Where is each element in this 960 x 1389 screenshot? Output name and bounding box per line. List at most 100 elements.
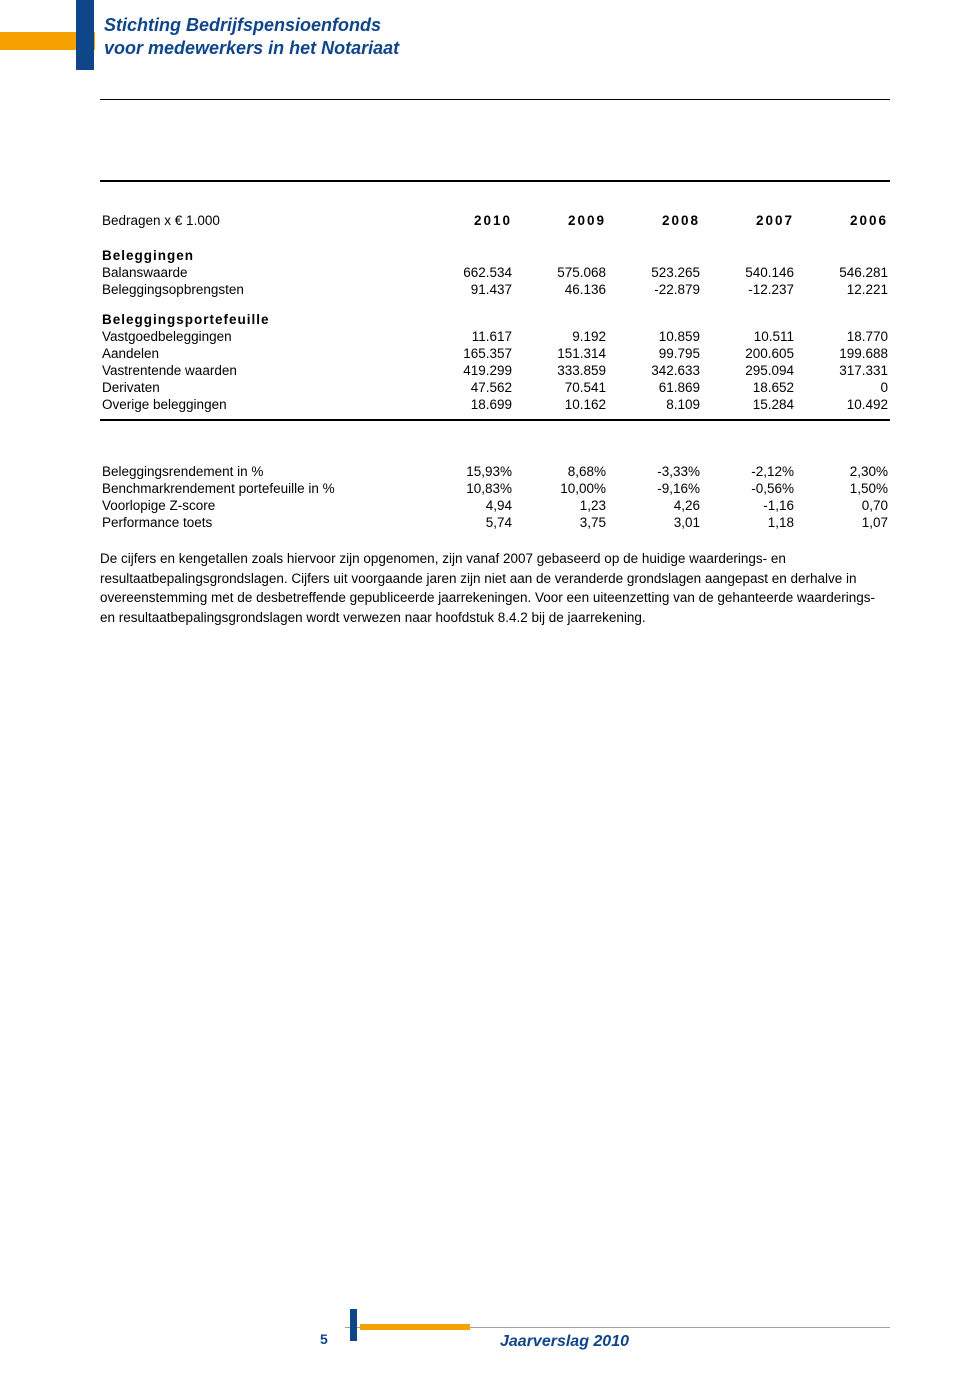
table-row: Vastrentende waarden 419.299 333.859 342… bbox=[100, 362, 890, 379]
row-label: Aandelen bbox=[100, 345, 420, 362]
rule-top bbox=[100, 180, 890, 182]
cell: 10,83% bbox=[420, 480, 514, 497]
table-row: Balanswaarde 662.534 575.068 523.265 540… bbox=[100, 264, 890, 281]
row-label: Overige beleggingen bbox=[100, 396, 420, 413]
cell: 91.437 bbox=[420, 281, 514, 298]
table-header-row: Bedragen x € 1.000 2010 2009 2008 2007 2… bbox=[100, 212, 890, 234]
cell: 199.688 bbox=[796, 345, 890, 362]
cell: 4,94 bbox=[420, 497, 514, 514]
cell: 295.094 bbox=[702, 362, 796, 379]
row-label: Beleggingsopbrengsten bbox=[100, 281, 420, 298]
cell: 10.511 bbox=[702, 328, 796, 345]
cell: -22.879 bbox=[608, 281, 702, 298]
cell: 47.562 bbox=[420, 379, 514, 396]
cell: 151.314 bbox=[514, 345, 608, 362]
year-col: 2006 bbox=[796, 212, 890, 234]
year-col: 2008 bbox=[608, 212, 702, 234]
table-row: Beleggingsopbrengsten 91.437 46.136 -22.… bbox=[100, 281, 890, 298]
cell: -9,16% bbox=[608, 480, 702, 497]
cell: 8,68% bbox=[514, 463, 608, 480]
cell: 4,26 bbox=[608, 497, 702, 514]
year-col: 2007 bbox=[702, 212, 796, 234]
cell: 540.146 bbox=[702, 264, 796, 281]
table-row: Aandelen 165.357 151.314 99.795 200.605 … bbox=[100, 345, 890, 362]
org-line-2: voor medewerkers in het Notariaat bbox=[104, 38, 399, 58]
table-row: Derivaten 47.562 70.541 61.869 18.652 0 bbox=[100, 379, 890, 396]
row-label: Beleggingsrendement in % bbox=[100, 463, 420, 480]
footer-accent-blue bbox=[350, 1309, 357, 1341]
cell: -0,56% bbox=[702, 480, 796, 497]
table-row: Overige beleggingen 18.699 10.162 8.109 … bbox=[100, 396, 890, 413]
cell: 317.331 bbox=[796, 362, 890, 379]
cell: 419.299 bbox=[420, 362, 514, 379]
row-label: Benchmarkrendement portefeuille in % bbox=[100, 480, 420, 497]
cell: 523.265 bbox=[608, 264, 702, 281]
cell: 10.492 bbox=[796, 396, 890, 413]
rule-bottom bbox=[100, 419, 890, 421]
cell: 10.162 bbox=[514, 396, 608, 413]
unit-label: Bedragen x € 1.000 bbox=[100, 212, 420, 234]
cell: 15,93% bbox=[420, 463, 514, 480]
cell: 0,70 bbox=[796, 497, 890, 514]
row-label: Vastrentende waarden bbox=[100, 362, 420, 379]
cell: 12.221 bbox=[796, 281, 890, 298]
section-title: Beleggingen bbox=[100, 234, 890, 264]
cell: 1,23 bbox=[514, 497, 608, 514]
row-label: Balanswaarde bbox=[100, 264, 420, 281]
cell: 61.869 bbox=[608, 379, 702, 396]
table-row: Voorlopige Z-score 4,94 1,23 4,26 -1,16 … bbox=[100, 497, 890, 514]
cell: 333.859 bbox=[514, 362, 608, 379]
section-title-row: Beleggingen bbox=[100, 234, 890, 264]
cell: -1,16 bbox=[702, 497, 796, 514]
page-content: Bedragen x € 1.000 2010 2009 2008 2007 2… bbox=[0, 100, 960, 627]
cell: -3,33% bbox=[608, 463, 702, 480]
cell: 0 bbox=[796, 379, 890, 396]
row-label: Vastgoedbeleggingen bbox=[100, 328, 420, 345]
row-label: Voorlopige Z-score bbox=[100, 497, 420, 514]
cell: 46.136 bbox=[514, 281, 608, 298]
performance-table: Beleggingsrendement in % 15,93% 8,68% -3… bbox=[100, 463, 890, 531]
cell: 1,18 bbox=[702, 514, 796, 531]
cell: 10.859 bbox=[608, 328, 702, 345]
cell: 11.617 bbox=[420, 328, 514, 345]
cell: 575.068 bbox=[514, 264, 608, 281]
table-row: Vastgoedbeleggingen 11.617 9.192 10.859 … bbox=[100, 328, 890, 345]
cell: 3,01 bbox=[608, 514, 702, 531]
cell: -2,12% bbox=[702, 463, 796, 480]
page-footer: 5 Jaarverslag 2010 bbox=[0, 1327, 960, 1367]
cell: 662.534 bbox=[420, 264, 514, 281]
cell: 200.605 bbox=[702, 345, 796, 362]
logo-bar-blue bbox=[76, 0, 94, 70]
organization-name: Stichting Bedrijfspensioenfonds voor med… bbox=[104, 14, 399, 59]
cell: -12.237 bbox=[702, 281, 796, 298]
cell: 70.541 bbox=[514, 379, 608, 396]
cell: 18.770 bbox=[796, 328, 890, 345]
org-line-1: Stichting Bedrijfspensioenfonds bbox=[104, 15, 381, 35]
cell: 18.652 bbox=[702, 379, 796, 396]
cell: 18.699 bbox=[420, 396, 514, 413]
cell: 165.357 bbox=[420, 345, 514, 362]
cell: 2,30% bbox=[796, 463, 890, 480]
table-row: Benchmarkrendement portefeuille in % 10,… bbox=[100, 480, 890, 497]
cell: 342.633 bbox=[608, 362, 702, 379]
footer-title: Jaarverslag 2010 bbox=[500, 1333, 629, 1351]
cell: 9.192 bbox=[514, 328, 608, 345]
footer-accent-orange bbox=[360, 1324, 470, 1330]
cell: 1,50% bbox=[796, 480, 890, 497]
cell: 5,74 bbox=[420, 514, 514, 531]
cell: 1,07 bbox=[796, 514, 890, 531]
section-title-row: Beleggingsportefeuille bbox=[100, 298, 890, 328]
year-col: 2010 bbox=[420, 212, 514, 234]
cell: 10,00% bbox=[514, 480, 608, 497]
cell: 3,75 bbox=[514, 514, 608, 531]
cell: 15.284 bbox=[702, 396, 796, 413]
footnote-text: De cijfers en kengetallen zoals hiervoor… bbox=[100, 549, 890, 627]
cell: 99.795 bbox=[608, 345, 702, 362]
section-title: Beleggingsportefeuille bbox=[100, 298, 890, 328]
row-label: Derivaten bbox=[100, 379, 420, 396]
row-label: Performance toets bbox=[100, 514, 420, 531]
table-row: Performance toets 5,74 3,75 3,01 1,18 1,… bbox=[100, 514, 890, 531]
table-row: Beleggingsrendement in % 15,93% 8,68% -3… bbox=[100, 463, 890, 480]
year-col: 2009 bbox=[514, 212, 608, 234]
page-number: 5 bbox=[320, 1331, 328, 1347]
